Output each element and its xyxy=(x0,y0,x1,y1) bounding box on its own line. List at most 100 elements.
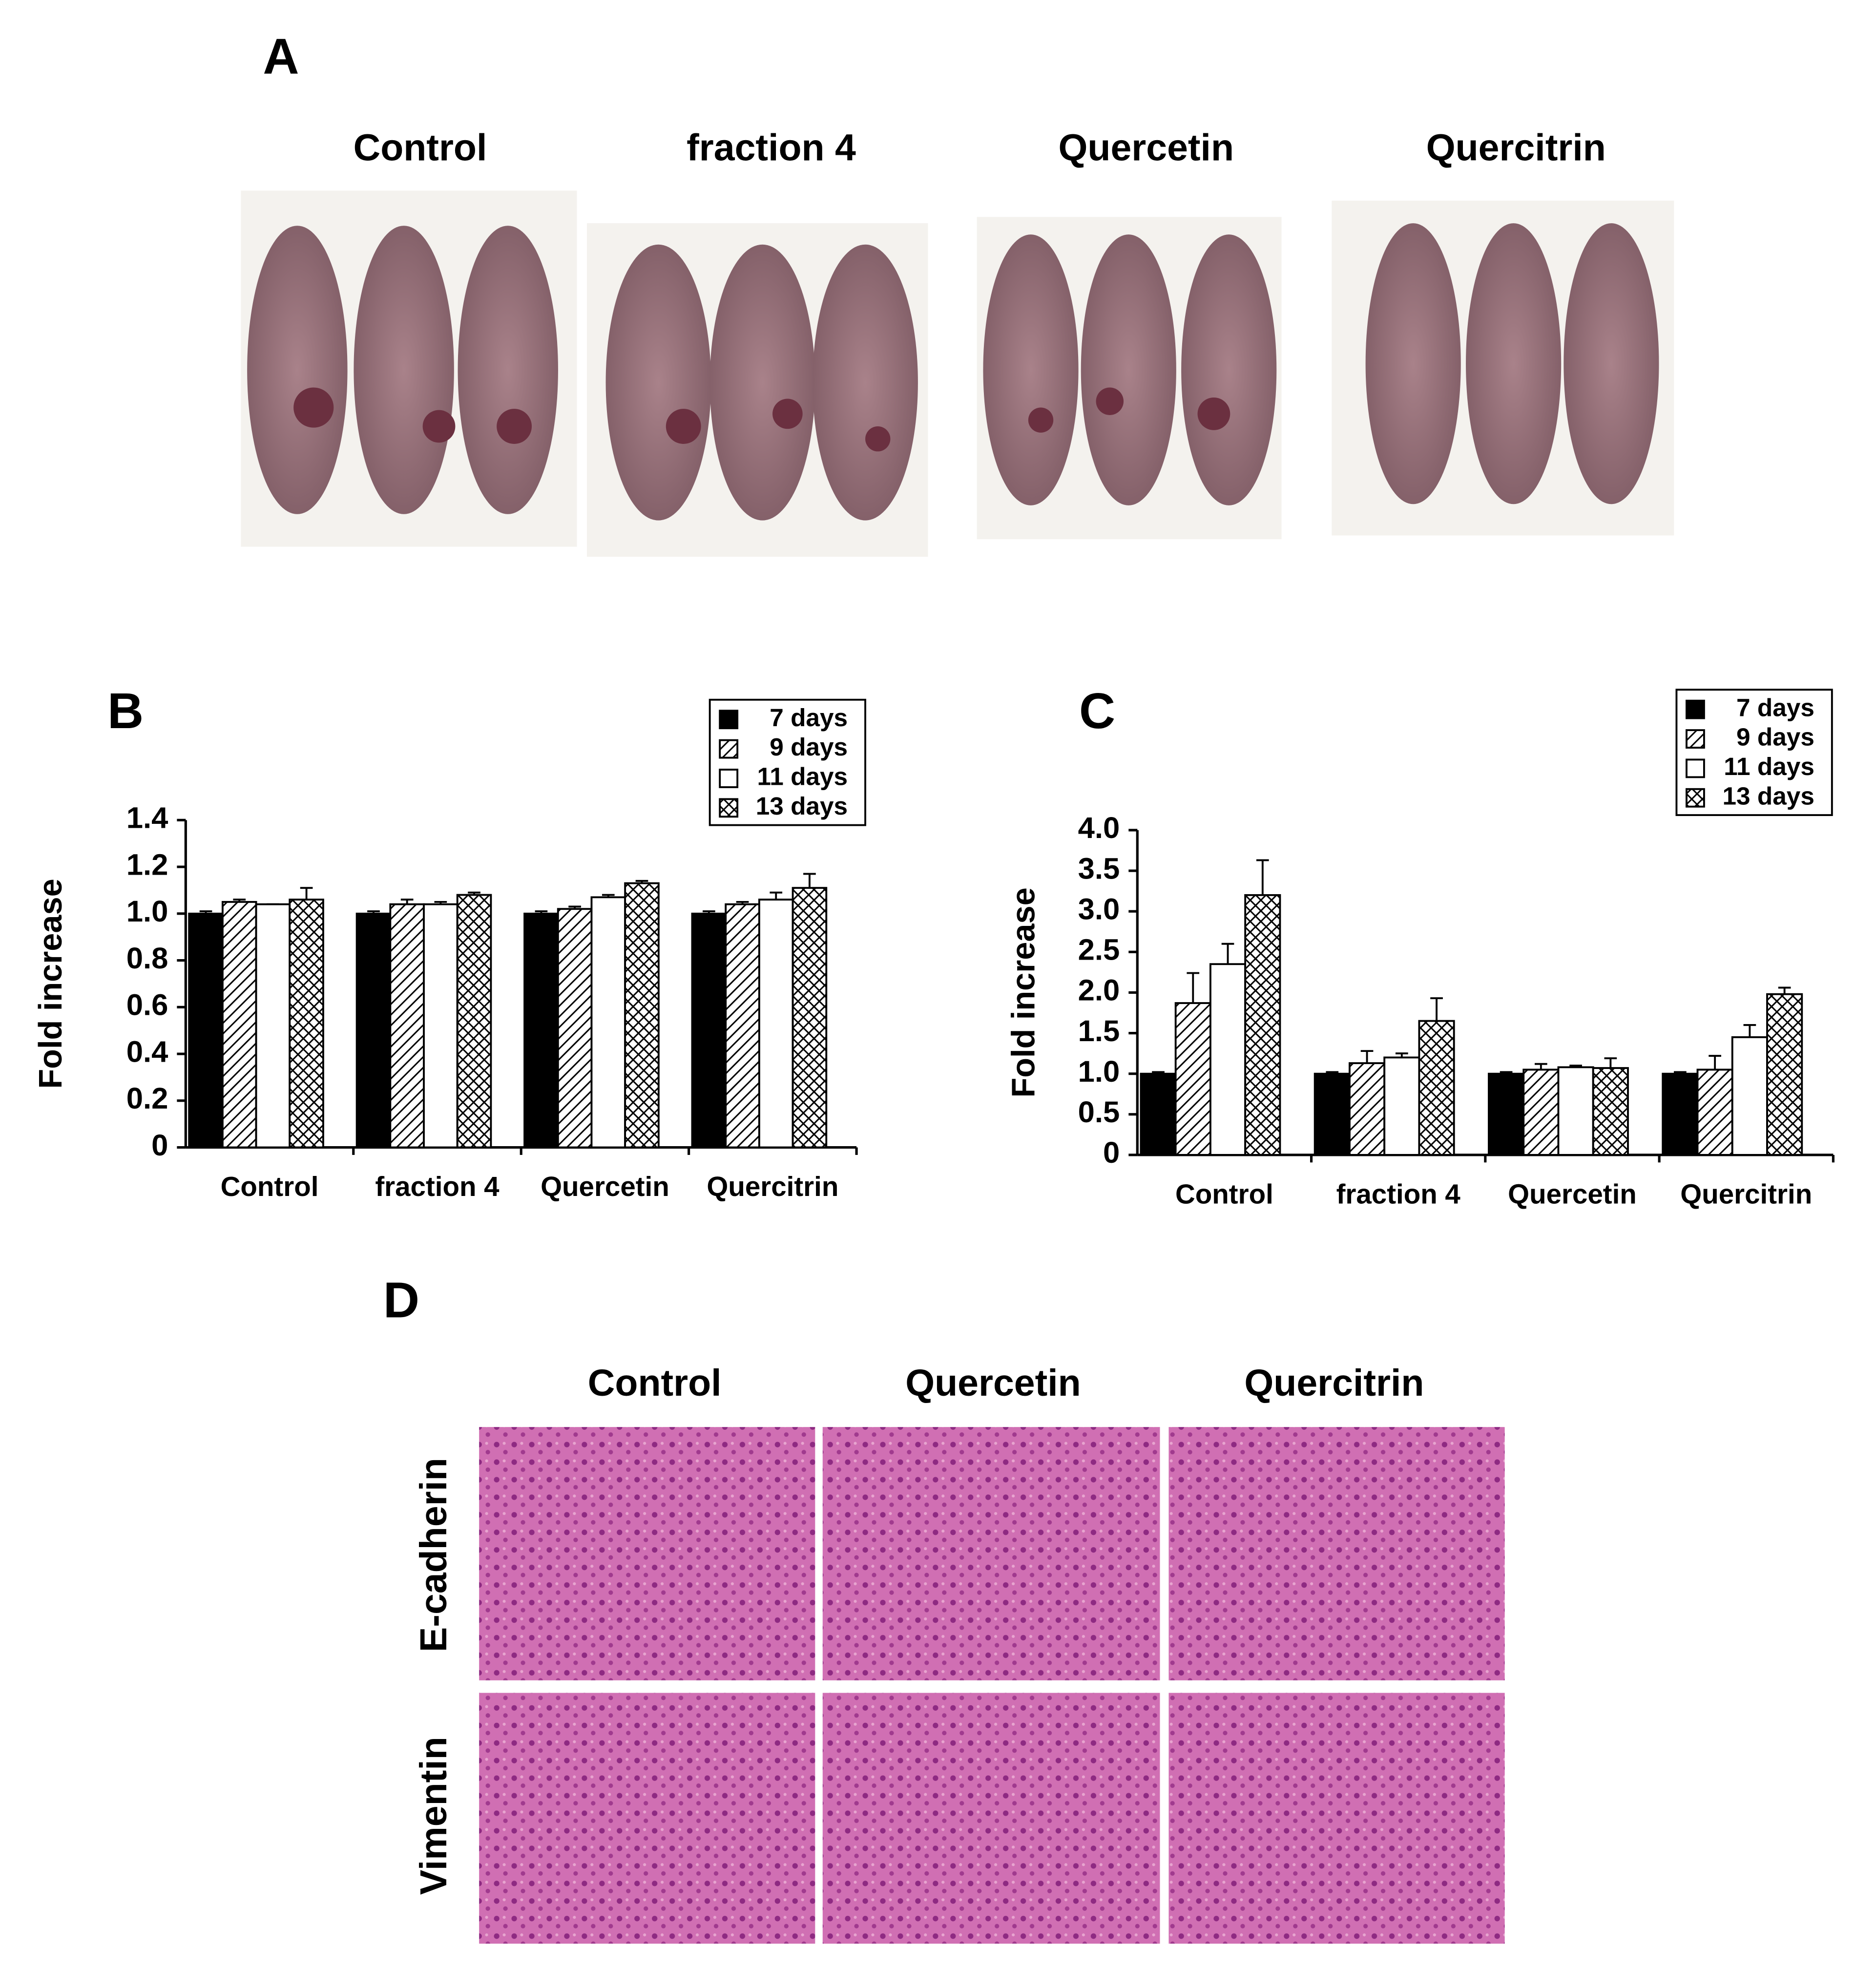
y-tick-label: 0.2 xyxy=(126,1082,168,1115)
bar xyxy=(1383,1056,1420,1156)
bar xyxy=(1731,1036,1768,1156)
bar xyxy=(1140,1072,1177,1156)
y-tick-label: 0.4 xyxy=(126,1035,168,1069)
group-label: Quercitrin xyxy=(1426,126,1606,168)
bar xyxy=(1313,1072,1351,1156)
x-tick-label: Quercetin xyxy=(1508,1179,1637,1210)
group-label: fraction 4 xyxy=(687,126,856,168)
legend-swatch xyxy=(719,798,739,818)
bar xyxy=(1488,1072,1525,1156)
y-axis-label: Fold increase xyxy=(1005,887,1042,1097)
group-label: Quercetin xyxy=(1058,126,1234,168)
legend-swatch xyxy=(719,710,739,730)
group-label: Control xyxy=(354,126,487,168)
error-bar xyxy=(1709,1055,1721,1070)
legend-label: 7 days xyxy=(1736,693,1814,721)
bar xyxy=(523,912,559,1149)
x-tick-label: Quercitrin xyxy=(1680,1179,1812,1210)
legend-swatch xyxy=(1686,788,1705,808)
bar xyxy=(557,908,593,1149)
error-bar xyxy=(1778,986,1791,994)
column-label: Quercetin xyxy=(905,1362,1081,1404)
error-bar xyxy=(1604,1057,1617,1069)
bar xyxy=(725,903,760,1149)
y-tick-label: 1.4 xyxy=(126,801,168,835)
error-bar xyxy=(1187,972,1200,1004)
y-axis-label: Fold increase xyxy=(33,879,69,1089)
y-tick-label: 2.5 xyxy=(1078,933,1120,967)
y-tick-label: 0 xyxy=(151,1129,168,1162)
bar xyxy=(758,899,794,1149)
x-tick-label: fraction 4 xyxy=(1336,1179,1461,1210)
legend-swatch xyxy=(719,739,739,759)
x-tick-label: Control xyxy=(221,1171,319,1202)
tissue-images xyxy=(479,1427,1505,1944)
panel-label: A xyxy=(263,28,299,84)
legend-swatch xyxy=(1686,699,1705,719)
error-bar xyxy=(1743,1024,1756,1037)
legend-label: 9 days xyxy=(770,733,848,761)
y-tick-label: 0.8 xyxy=(126,942,168,975)
bar xyxy=(221,901,257,1149)
error-bar xyxy=(1221,943,1234,964)
error-bar xyxy=(1535,1063,1547,1070)
error-bar xyxy=(1360,1050,1374,1064)
bar xyxy=(792,887,828,1149)
y-tick-label: 0.5 xyxy=(1078,1095,1120,1129)
bar xyxy=(289,899,324,1149)
error-bar xyxy=(770,891,783,900)
bar xyxy=(1696,1069,1733,1156)
bar xyxy=(1209,963,1247,1156)
mouse-photos xyxy=(241,190,1674,557)
legend-label: 13 days xyxy=(756,792,848,820)
legend-label: 13 days xyxy=(1722,782,1814,810)
row-label: E-cadherin xyxy=(413,1458,455,1652)
bar xyxy=(188,912,224,1149)
error-bar xyxy=(803,873,816,888)
bar xyxy=(1592,1067,1629,1156)
legend-label: 9 days xyxy=(1736,723,1814,751)
row-label: Vimentin xyxy=(413,1737,455,1895)
bar xyxy=(590,896,626,1149)
bar xyxy=(1349,1062,1386,1156)
error-bar xyxy=(1256,859,1269,895)
column-label: Control xyxy=(588,1362,722,1404)
error-bar xyxy=(300,887,313,900)
y-tick-label: 1.0 xyxy=(1078,1055,1120,1089)
legend-label: 11 days xyxy=(757,763,848,791)
legend-label: 11 days xyxy=(1724,753,1814,780)
bar xyxy=(1766,993,1803,1156)
y-tick-label: 0.6 xyxy=(126,988,168,1022)
legend-label: 7 days xyxy=(770,704,848,732)
bar xyxy=(423,903,459,1149)
bar xyxy=(456,894,492,1149)
legend-swatch xyxy=(719,769,739,788)
bar xyxy=(355,912,392,1149)
panel-label: C xyxy=(1079,683,1115,739)
y-tick-label: 3.5 xyxy=(1078,852,1120,885)
bar xyxy=(389,903,425,1149)
bar xyxy=(1557,1066,1594,1156)
bar xyxy=(691,912,727,1149)
bar xyxy=(1244,894,1281,1156)
legend-swatch xyxy=(1686,729,1705,749)
column-label: Quercitrin xyxy=(1244,1362,1424,1404)
y-tick-label: 2.0 xyxy=(1078,974,1120,1007)
x-tick-label: Quercetin xyxy=(541,1171,669,1202)
y-tick-label: 0 xyxy=(1103,1136,1120,1170)
bar xyxy=(255,903,291,1149)
y-tick-label: 3.0 xyxy=(1078,892,1120,926)
bar xyxy=(1418,1020,1455,1156)
y-tick-label: 4.0 xyxy=(1078,811,1120,845)
legend-swatch xyxy=(1686,758,1705,778)
x-tick-label: Quercitrin xyxy=(707,1171,838,1202)
x-tick-label: Control xyxy=(1175,1179,1273,1210)
y-tick-label: 1.5 xyxy=(1078,1014,1120,1048)
panel-label: B xyxy=(107,683,144,739)
x-tick-label: fraction 4 xyxy=(375,1171,500,1202)
y-tick-label: 1.0 xyxy=(126,895,168,928)
bar xyxy=(1174,1002,1211,1156)
bar xyxy=(624,882,660,1149)
bar xyxy=(1522,1069,1560,1156)
